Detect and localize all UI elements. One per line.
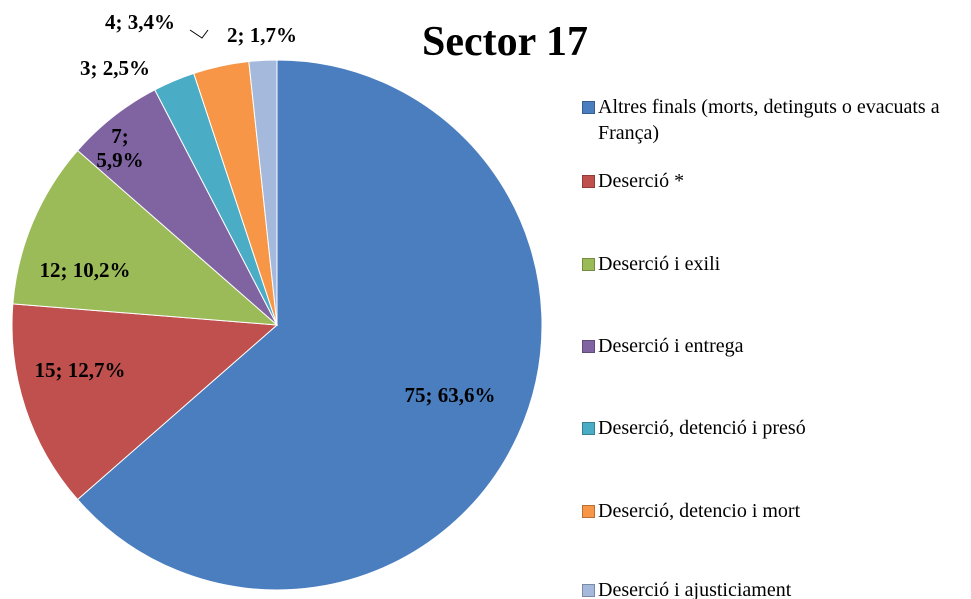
legend-label: Altres finals (morts, detinguts o evacua…	[598, 96, 940, 144]
legend-item: Deserció, detenció i presó	[582, 415, 967, 441]
pie-slice	[248, 59, 278, 326]
pie-slice	[76, 59, 543, 591]
legend-label: Deserció, detenció i presó	[598, 417, 806, 439]
legend-item: Deserció i exili	[582, 251, 967, 277]
data-label: 3; 2,5%	[80, 55, 150, 80]
legend-item: Deserció, detencio i mort	[582, 498, 967, 524]
legend-item: Deserció i ajusticiament	[582, 577, 967, 599]
data-label: 2; 1,7%	[227, 22, 297, 47]
pie-slice	[11, 303, 279, 501]
legend-swatch	[582, 175, 595, 188]
leader-line	[189, 29, 209, 39]
data-label: 4; 3,4%	[105, 9, 175, 34]
data-label: 15; 12,7%	[34, 357, 126, 382]
chart-title: Sector 17	[421, 19, 589, 65]
legend-label: Deserció, detencio i mort	[598, 500, 801, 522]
legend-item: Deserció *	[582, 168, 967, 194]
data-label: 7; 5,9%	[96, 123, 144, 172]
legend-swatch	[582, 101, 595, 114]
legend-swatch	[582, 422, 595, 435]
pie-slice	[12, 149, 279, 326]
legend-swatch	[582, 340, 595, 353]
legend-label: Deserció *	[598, 170, 685, 192]
legend-label: Deserció i ajusticiament	[598, 579, 792, 599]
legend-label: Deserció i exili	[598, 253, 721, 275]
legend-item: Altres finals (morts, detinguts o evacua…	[582, 94, 967, 146]
legend-swatch	[582, 505, 595, 518]
legend-label: Deserció i entrega	[598, 335, 744, 357]
data-label: 75; 63,6%	[404, 382, 496, 407]
legend-swatch	[582, 258, 595, 271]
legend-swatch	[582, 584, 595, 597]
data-label: 12; 10,2%	[39, 257, 131, 282]
legend-item: Deserció i entrega	[582, 333, 967, 359]
